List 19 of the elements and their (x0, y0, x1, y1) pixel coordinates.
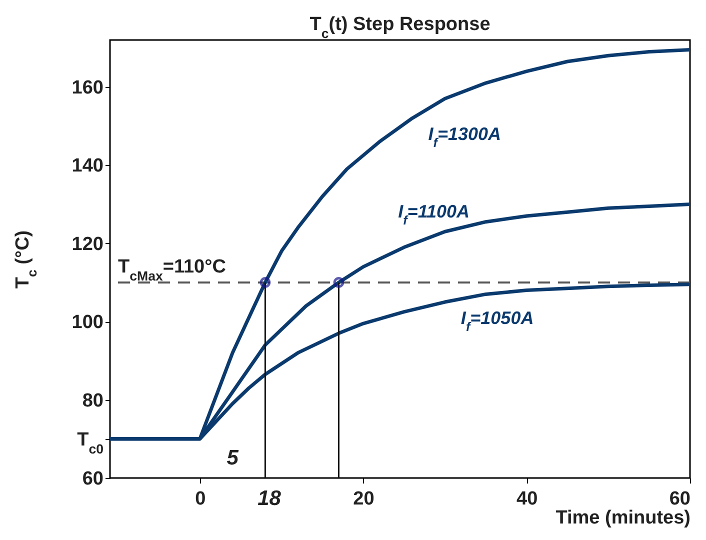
y-tick-label: 60 (82, 468, 104, 490)
series-label: I$_{f}$=1300A (428, 124, 502, 150)
y-tick-label: 120 (72, 234, 104, 255)
x-tick-label: 40 (516, 488, 538, 510)
x-tick-label: 60 (669, 488, 690, 510)
y-tick-label: 160 (72, 77, 104, 98)
annotation: 5 (226, 446, 239, 470)
y-tick-label: 80 (82, 390, 104, 412)
series-label: I$_{f}$=1050A (460, 308, 534, 334)
chart-title: T$_{c}$(t) Step Response (310, 14, 490, 40)
x-tick-label: 0 (195, 488, 206, 510)
ref-line-label: T$_{cMax}$=110°C (118, 256, 226, 283)
x-axis-title: Time (minutes) (556, 508, 690, 528)
series-label: I$_{f}$=1100A (398, 201, 470, 228)
y-tick-label: 100 (72, 312, 104, 334)
x-tick-label: 20 (353, 488, 374, 510)
y-tick-label: T$_{c0}$ (77, 429, 104, 456)
y-tick-label: 140 (72, 156, 104, 177)
text: 18 (258, 487, 282, 510)
